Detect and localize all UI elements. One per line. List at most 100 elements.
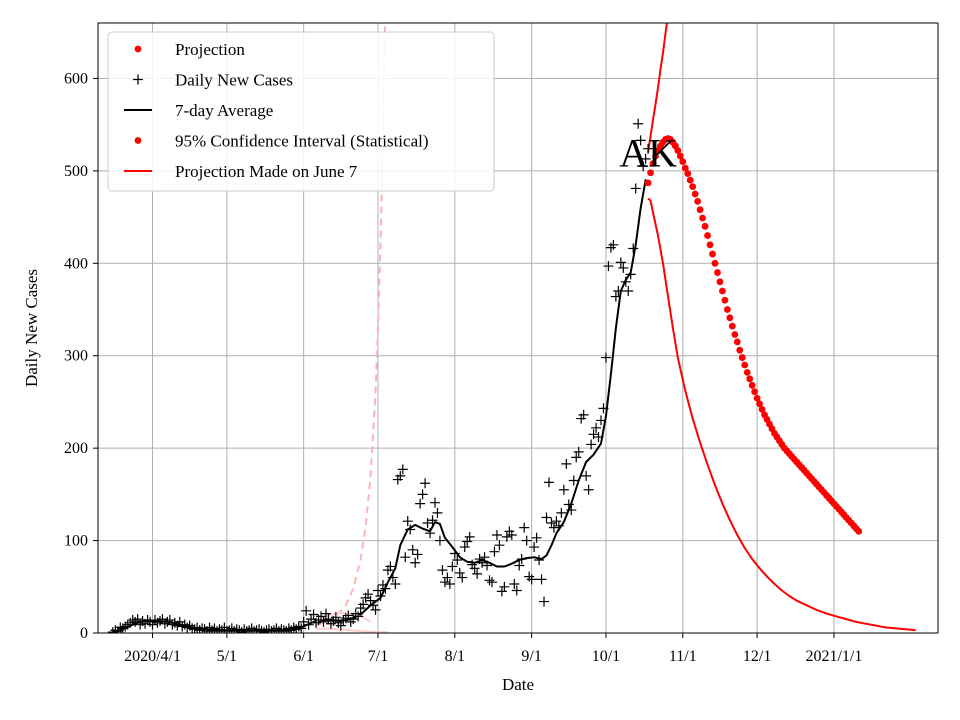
daily-case-point (434, 535, 445, 546)
y-tick-label: 400 (64, 255, 88, 272)
daily-case-point (593, 432, 604, 443)
daily-case-point (167, 619, 178, 630)
daily-case-point (229, 626, 240, 633)
projection-point (723, 306, 731, 313)
projection-point (711, 259, 719, 267)
daily-case-point (236, 627, 247, 633)
daily-case-point (489, 546, 500, 557)
daily-case-point (145, 616, 156, 627)
daily-case-point (640, 153, 651, 164)
y-tick-label: 300 (64, 348, 88, 365)
daily-case-point (529, 542, 540, 553)
projection-point (738, 354, 746, 361)
daily-case-point (519, 522, 530, 533)
projection-point (714, 269, 721, 276)
daily-case-point (442, 572, 453, 583)
projection-point (686, 176, 694, 184)
legend-entry-label: Projection (175, 40, 245, 59)
daily-case-point (246, 623, 257, 633)
daily-case-point (635, 135, 646, 146)
x-tick-label: 12/1 (743, 648, 771, 665)
x-tick-label: 6/1 (293, 648, 313, 665)
projection-point (681, 164, 689, 172)
daily-case-point (563, 499, 574, 510)
x-axis-label: Date (502, 675, 534, 694)
daily-case-point (514, 560, 525, 571)
daily-case-point (375, 591, 386, 602)
x-tick-label: 9/1 (521, 648, 541, 665)
daily-case-point (452, 554, 463, 565)
daily-case-point (486, 577, 497, 588)
daily-case-point (363, 589, 374, 600)
daily-case-point (633, 118, 644, 129)
daily-case-point (429, 497, 440, 508)
daily-case-point (410, 557, 421, 568)
y-tick-label: 600 (64, 70, 88, 87)
daily-case-point (127, 615, 138, 626)
projection-point (674, 147, 682, 154)
daily-case-point (132, 614, 143, 625)
daily-case-point (251, 625, 262, 633)
daily-case-point (385, 561, 396, 572)
daily-case-point (318, 616, 329, 627)
legend-entry-label: 95% Confidence Interval (Statistical) (175, 132, 429, 151)
x-tick-label: 8/1 (445, 648, 465, 665)
daily-case-point (283, 623, 294, 633)
daily-case-point (608, 239, 619, 250)
projection-point (691, 190, 699, 198)
daily-case-point (209, 623, 220, 633)
daily-case-point (586, 439, 597, 450)
daily-case-point (457, 572, 468, 583)
daily-case-point (610, 291, 621, 302)
daily-case-point (499, 581, 510, 592)
daily-case-point (620, 276, 631, 287)
daily-case-point (432, 507, 443, 518)
projection-point (743, 368, 751, 376)
daily-case-point (301, 605, 312, 616)
projection-point (741, 361, 749, 369)
daily-case-point (638, 161, 649, 172)
daily-case-point (534, 554, 545, 565)
daily-case-point (459, 542, 470, 553)
daily-case-point (437, 565, 448, 576)
daily-case-point (454, 567, 465, 578)
daily-case-point (531, 532, 542, 543)
legend: Projection Daily New Cases 7-day Average 95… (107, 31, 495, 192)
daily-case-point (115, 622, 126, 633)
daily-case-point (415, 498, 426, 509)
axes-frame (97, 22, 939, 634)
daily-case-point (581, 470, 592, 481)
daily-case-point (469, 563, 480, 574)
daily-case-point (524, 571, 535, 582)
legend-entry-label: Daily New Cases (175, 71, 293, 90)
x-tick-label: 10/1 (592, 648, 620, 665)
daily-case-point (206, 625, 217, 633)
daily-case-point (296, 623, 307, 633)
daily-case-point (556, 507, 567, 518)
projection-point (699, 214, 707, 222)
projection-point (709, 250, 716, 258)
daily-case-point (628, 243, 639, 254)
daily-case-point (192, 622, 203, 633)
daily-case-point (234, 625, 245, 633)
daily-case-point (402, 516, 413, 527)
daily-case-point (412, 549, 423, 560)
projection-point (676, 152, 684, 160)
daily-case-point (479, 552, 490, 563)
daily-case-point (501, 531, 512, 542)
daily-case-point (259, 627, 270, 633)
daily-case-point (539, 596, 550, 607)
y-tick-label: 0 (80, 625, 88, 642)
daily-case-point (147, 619, 158, 630)
series-line-95-confidence-interval-statistical-lower (647, 197, 916, 632)
daily-case-point (303, 619, 314, 630)
daily-case-point (521, 535, 532, 546)
y-axis-label: Daily New Cases (22, 269, 41, 387)
projection-point (855, 527, 863, 535)
projection-point (652, 152, 659, 160)
projection-point (728, 322, 736, 330)
daily-case-point (390, 579, 401, 590)
daily-case-point (293, 621, 304, 632)
x-tick-label: 2021/1/1 (805, 648, 862, 665)
daily-case-point (320, 608, 331, 619)
